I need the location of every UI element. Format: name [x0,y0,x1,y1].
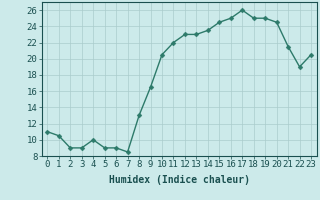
X-axis label: Humidex (Indice chaleur): Humidex (Indice chaleur) [109,175,250,185]
